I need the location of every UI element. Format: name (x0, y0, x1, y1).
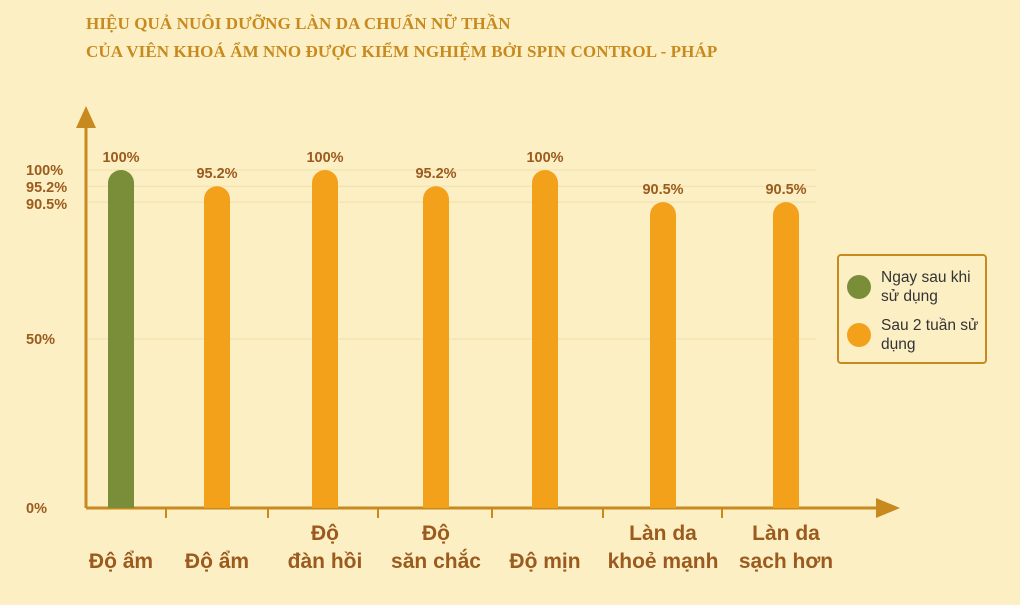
x-tick-label: Độ mịn (485, 550, 605, 574)
data-label: 100% (306, 150, 343, 166)
legend-swatch-two-weeks (847, 323, 871, 347)
data-label: 90.5% (642, 182, 683, 198)
x-tick-label-line: đàn hồi (287, 550, 363, 573)
x-tick-label-line: săn chắc (391, 550, 481, 573)
x-axis-arrow (876, 498, 900, 518)
y-tick-label: 0% (26, 501, 47, 517)
data-label: 90.5% (765, 182, 806, 198)
x-tick-label-line: Độ (422, 522, 450, 545)
bar (108, 170, 134, 508)
y-tick-label: 50% (26, 332, 55, 348)
x-tick-label-line: Độ ẩm (88, 550, 154, 573)
data-label: 95.2% (196, 166, 237, 182)
data-label: 100% (526, 150, 563, 166)
x-tick-label-line: Độ mịn (509, 550, 581, 573)
chart-title: HIỆU QUẢ NUÔI DƯỠNG LÀN DA CHUẨN NỮ THẦN… (86, 10, 717, 66)
x-tick-label: Độ ẩm (157, 550, 277, 574)
bar (532, 170, 558, 508)
x-tick-label-line: khoẻ mạnh (607, 550, 719, 573)
y-tick-label: 95.2% (26, 180, 67, 196)
bar (204, 186, 230, 508)
data-label: 100% (102, 150, 139, 166)
x-tick-label-line: Làn da (629, 522, 697, 545)
x-tick-label-line: Làn da (752, 522, 820, 545)
x-tick-label-line: Độ (311, 522, 339, 545)
legend-label-immediate: Ngay sau khi sử dụng (881, 269, 971, 305)
y-tick-label: 100% (26, 163, 63, 179)
bar (423, 186, 449, 508)
legend: Ngay sau khi sử dụng Sau 2 tuần sử dụng (837, 254, 987, 364)
x-tick-label: Độ săn chắc (376, 522, 496, 574)
x-tick-label: Độ ẩm (61, 550, 181, 574)
legend-swatch-immediate (847, 275, 871, 299)
y-axis-arrow (76, 106, 96, 128)
x-tick-label-line: sạch hơn (738, 550, 834, 573)
bar (312, 170, 338, 508)
x-tick-label: Độ đàn hồi (265, 522, 385, 574)
legend-item-immediate: Ngay sau khi sử dụng (847, 268, 981, 306)
chart-title-line-1: HIỆU QUẢ NUÔI DƯỠNG LÀN DA CHUẨN NỮ THẦN (86, 14, 511, 33)
legend-item-two-weeks: Sau 2 tuần sử dụng (847, 316, 981, 354)
x-tick-label: Làn da khoẻ mạnh (603, 522, 723, 574)
x-tick-label: Làn da sạch hơn (726, 522, 846, 574)
chart-title-line-2: CỦA VIÊN KHOÁ ẨM NNO ĐƯỢC KIỂM NGHIỆM BỞ… (86, 42, 718, 61)
x-tick-label-line: Độ ẩm (184, 550, 250, 573)
bar (773, 202, 799, 508)
bar (650, 202, 676, 508)
y-tick-label: 90.5% (26, 197, 67, 213)
legend-label-two-weeks: Sau 2 tuần sử dụng (881, 317, 979, 353)
data-label: 95.2% (415, 166, 456, 182)
